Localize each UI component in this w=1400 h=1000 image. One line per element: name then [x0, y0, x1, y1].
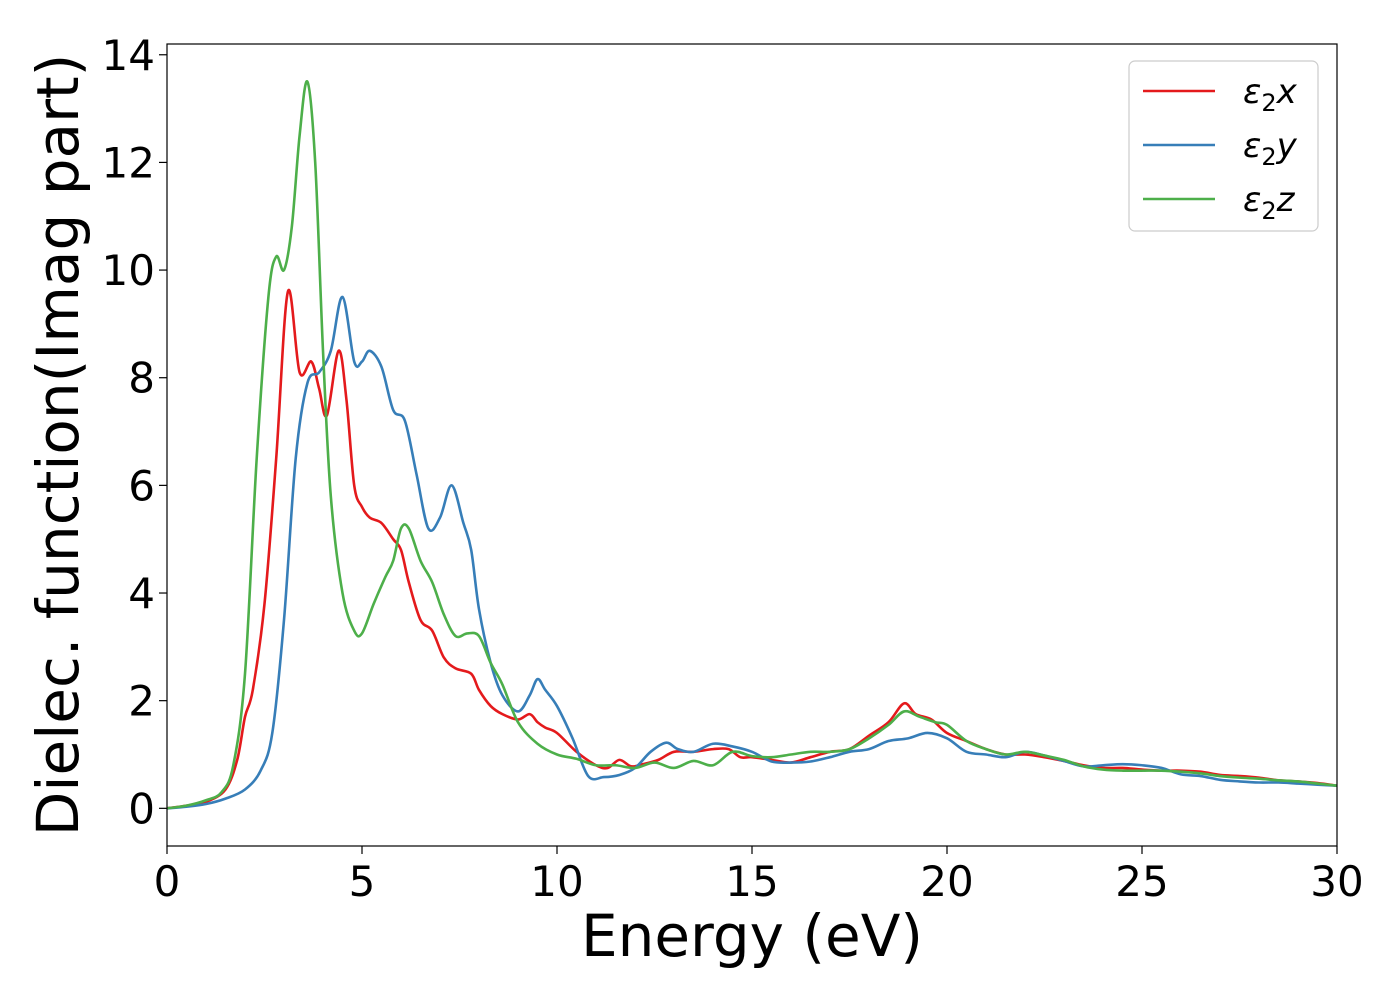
y-tick-label: 14	[102, 31, 155, 80]
legend-label-z: ε2z	[1243, 180, 1296, 225]
y-tick-label: 6	[128, 461, 155, 510]
y-tick-label: 12	[102, 138, 155, 187]
y-tick-label: 10	[102, 246, 155, 295]
y-axis-title: Dielec. function(Imag part)	[24, 54, 92, 837]
x-tick-label: 15	[725, 857, 778, 906]
series-line-z	[167, 80, 1337, 810]
series-line-y	[167, 295, 1337, 810]
legend-label-x: ε2x	[1243, 72, 1298, 117]
x-axis-title: Energy (eV)	[581, 902, 923, 970]
legend-box	[1128, 60, 1319, 232]
y-axis-ticks: 0 2 4 6 8 10 12 14	[102, 31, 167, 833]
legend-label-y: ε2y	[1243, 126, 1298, 171]
x-tick-label: 5	[349, 857, 376, 906]
y-tick-label: 2	[128, 677, 155, 726]
y-tick-label: 8	[128, 354, 155, 403]
series-layer	[167, 80, 1337, 810]
y-tick-label: 4	[128, 569, 155, 618]
x-tick-label: 10	[530, 857, 583, 906]
x-tick-label: 25	[1115, 857, 1168, 906]
legend: ε2x ε2y ε2z	[1128, 60, 1319, 232]
x-tick-label: 0	[154, 857, 181, 906]
x-tick-label: 30	[1310, 857, 1363, 906]
y-tick-label: 0	[128, 784, 155, 833]
x-axis-ticks: 0 5 10 15 20 25 30	[154, 846, 1364, 906]
x-tick-label: 20	[920, 857, 973, 906]
